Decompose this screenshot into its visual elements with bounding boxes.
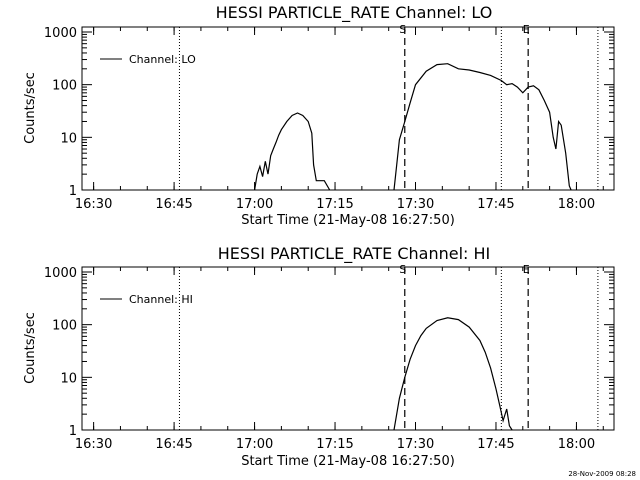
- panel-lo-ytick-label: 1: [69, 184, 77, 199]
- panel-lo-legend-label: Channel: LO: [129, 53, 196, 66]
- panel-hi-marker-label: S: [399, 263, 406, 276]
- panel-lo-marker-label: S: [399, 23, 406, 36]
- panel-hi-xtick-label: 16:45: [155, 437, 192, 452]
- panel-hi-xtick-label: 18:00: [558, 437, 595, 452]
- panel-lo-xtick-label: 18:00: [558, 197, 595, 212]
- panel-hi-xlabel: Start Time (21-May-08 16:27:50): [241, 454, 455, 469]
- panel-lo-title: HESSI PARTICLE_RATE Channel: LO: [216, 3, 493, 23]
- panel-hi-legend-label: Channel: HI: [129, 293, 193, 306]
- panel-hi-ytick-label: 100: [52, 319, 77, 334]
- footer-timestamp: 28-Nov-2009 08:28: [568, 470, 636, 478]
- panel-hi: HESSI PARTICLE_RATE Channel: HI Counts/s…: [23, 244, 615, 469]
- panel-hi-series-line: [393, 317, 513, 431]
- panel-lo-xlabel: Start Time (21-May-08 16:27:50): [241, 213, 455, 228]
- panel-lo-ytick-label: 1000: [44, 26, 77, 41]
- panel-hi-ytick-label: 1: [69, 424, 77, 439]
- panel-hi-marker-label: E: [523, 263, 530, 276]
- panel-hi-ytick-label: 10: [60, 371, 77, 386]
- panel-hi-legend: Channel: HI: [100, 293, 193, 306]
- panel-lo: HESSI PARTICLE_RATE Channel: LO Counts/s…: [23, 3, 615, 228]
- panel-hi-ytick-label: 1000: [44, 266, 77, 281]
- panel-lo-ytick-label: 100: [52, 79, 77, 94]
- panel-hi-xtick-label: 17:15: [316, 437, 353, 452]
- panel-hi-xtick-label: 16:30: [75, 437, 112, 452]
- panel-hi-title: HESSI PARTICLE_RATE Channel: HI: [218, 244, 491, 264]
- panel-hi-xtick-label: 17:30: [397, 437, 434, 452]
- panel-lo-xtick-label: 17:15: [316, 197, 353, 212]
- panel-hi-xtick-label: 17:00: [236, 437, 273, 452]
- panel-lo-xtick-label: 17:45: [477, 197, 514, 212]
- panel-lo-legend: Channel: LO: [100, 53, 196, 66]
- panel-hi-ylabel: Counts/sec: [23, 312, 38, 384]
- panel-lo-ytick-label: 10: [60, 131, 77, 146]
- panel-lo-marker-label: E: [523, 23, 530, 36]
- panel-hi-plot-frame: [81, 266, 615, 431]
- panel-lo-xtick-label: 17:30: [397, 197, 434, 212]
- panel-lo-xtick-label: 17:00: [236, 197, 273, 212]
- panel-hi-xtick-label: 17:45: [477, 437, 514, 452]
- panel-lo-xtick-label: 16:45: [155, 197, 192, 212]
- panel-lo-ylabel: Counts/sec: [23, 72, 38, 144]
- panel-lo-plot-frame: [81, 26, 615, 191]
- panel-lo-xtick-label: 16:30: [75, 197, 112, 212]
- panel-lo-series-line: [254, 63, 572, 191]
